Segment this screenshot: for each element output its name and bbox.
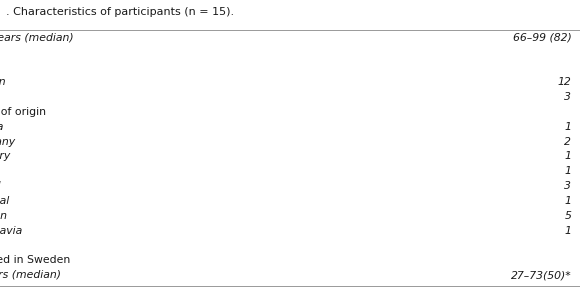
Text: 1: 1: [564, 226, 571, 236]
Text: Austria: Austria: [0, 122, 3, 132]
Text: . Characteristics of participants (n = 15).: . Characteristics of participants (n = 1…: [6, 7, 234, 17]
Text: 12: 12: [557, 77, 571, 87]
Text: 5: 5: [564, 211, 571, 221]
Text: in years (median): in years (median): [0, 270, 61, 280]
Text: 1: 1: [564, 196, 571, 206]
Text: Poland: Poland: [0, 181, 2, 191]
Text: 27–73(50)*: 27–73(50)*: [510, 270, 571, 280]
Text: Country of origin: Country of origin: [0, 107, 46, 117]
Text: Yugoslavia: Yugoslavia: [0, 226, 23, 236]
Text: 1: 1: [564, 151, 571, 162]
Text: 3: 3: [564, 181, 571, 191]
Text: Age in years (median): Age in years (median): [0, 33, 74, 43]
Text: 1: 1: [564, 166, 571, 176]
Text: 1: 1: [564, 122, 571, 132]
Text: 66–99 (82): 66–99 (82): [513, 33, 571, 43]
Text: Sweden: Sweden: [0, 211, 8, 221]
Text: Germany: Germany: [0, 137, 15, 147]
Text: Hungary: Hungary: [0, 151, 12, 162]
Text: Women: Women: [0, 77, 7, 87]
Text: Time lived in Sweden: Time lived in Sweden: [0, 255, 70, 265]
Text: 3: 3: [564, 92, 571, 102]
Text: 2: 2: [564, 137, 571, 147]
Text: Portugal: Portugal: [0, 196, 10, 206]
